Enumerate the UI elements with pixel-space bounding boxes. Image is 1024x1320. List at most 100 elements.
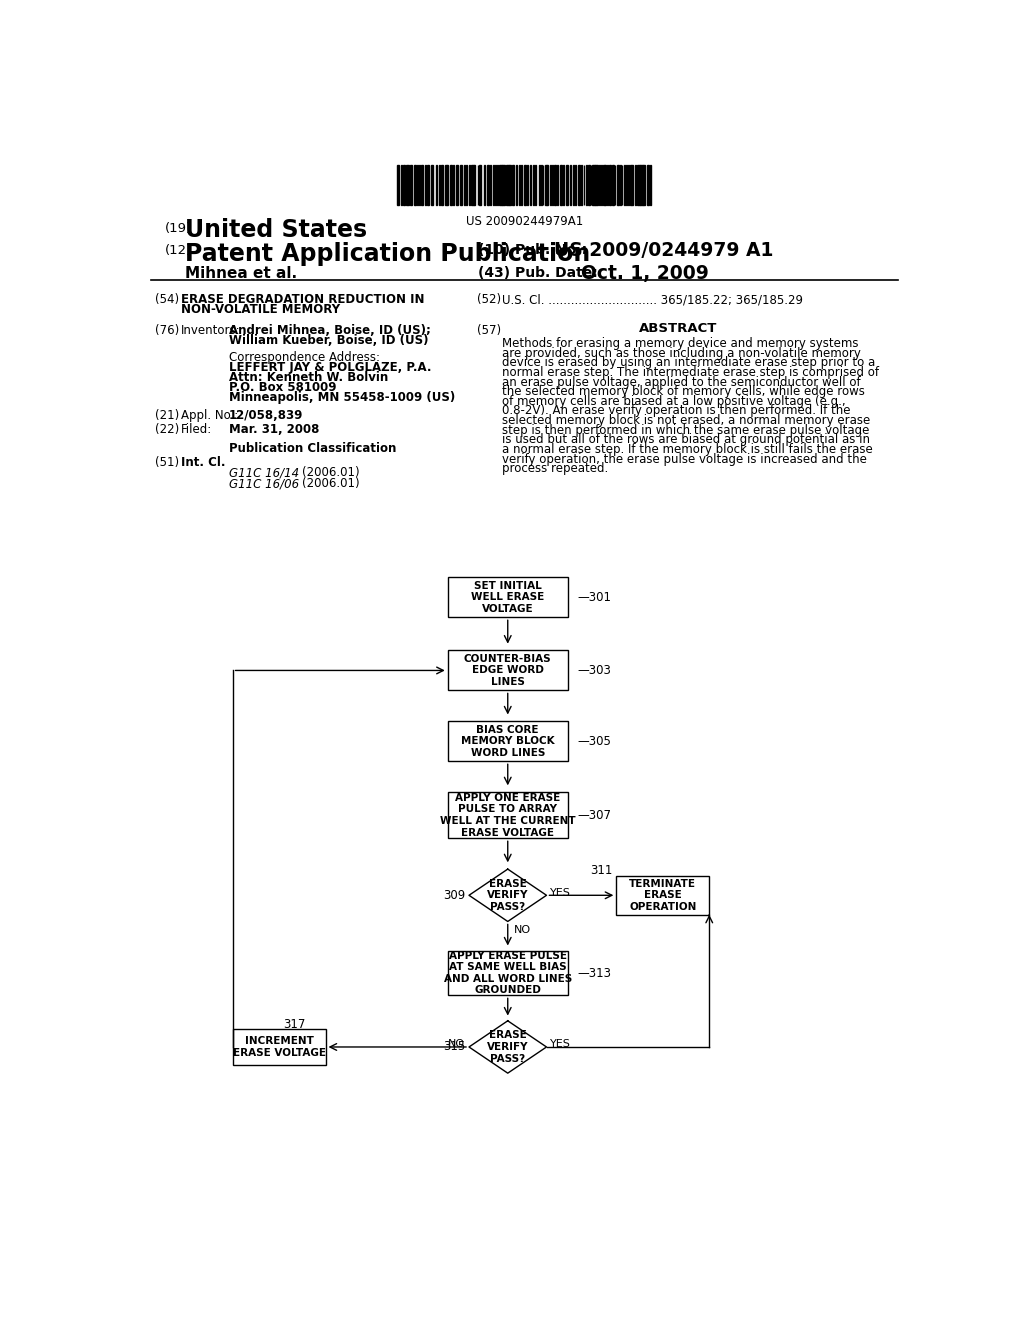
Bar <box>397 165 399 205</box>
FancyBboxPatch shape <box>616 876 710 915</box>
Bar <box>617 165 620 205</box>
Bar <box>445 165 446 205</box>
Bar <box>410 165 413 205</box>
Text: (21): (21) <box>155 409 179 422</box>
Bar <box>572 165 574 205</box>
Text: YES: YES <box>550 1039 571 1049</box>
Text: —313: —313 <box>578 966 611 979</box>
Bar <box>515 165 517 205</box>
Bar <box>486 165 489 205</box>
Bar <box>601 165 602 205</box>
Text: P.O. Box 581009: P.O. Box 581009 <box>228 381 336 393</box>
Bar <box>569 165 571 205</box>
Text: COUNTER-BIAS
EDGE WORD
LINES: COUNTER-BIAS EDGE WORD LINES <box>464 653 552 686</box>
FancyBboxPatch shape <box>447 950 568 995</box>
Text: (57): (57) <box>477 323 501 337</box>
Text: ERASE DEGRADATION REDUCTION IN: ERASE DEGRADATION REDUCTION IN <box>180 293 424 306</box>
Text: Publication Classification: Publication Classification <box>228 442 396 455</box>
Text: APPLY ERASE PULSE
AT SAME WELL BIAS
AND ALL WORD LINES
GROUNDED: APPLY ERASE PULSE AT SAME WELL BIAS AND … <box>443 950 571 995</box>
Text: 317: 317 <box>283 1019 305 1031</box>
Bar <box>503 165 505 205</box>
Text: —301: —301 <box>578 591 611 603</box>
Bar <box>588 165 590 205</box>
FancyBboxPatch shape <box>447 721 568 762</box>
Bar <box>421 165 423 205</box>
Bar <box>521 165 522 205</box>
Text: verify operation, the erase pulse voltage is increased and the: verify operation, the erase pulse voltag… <box>503 453 867 466</box>
Text: Patent Application Publication: Patent Application Publication <box>185 242 591 265</box>
Text: LEFFERT JAY & POLGLAZE, P.A.: LEFFERT JAY & POLGLAZE, P.A. <box>228 360 431 374</box>
Text: ERASE
VERIFY
PASS?: ERASE VERIFY PASS? <box>487 1031 528 1064</box>
Bar <box>414 165 416 205</box>
Bar <box>535 165 537 205</box>
Text: Andrei Mihnea, Boise, ID (US);: Andrei Mihnea, Boise, ID (US); <box>228 323 431 337</box>
Bar <box>647 165 649 205</box>
Text: 0.8-2V). An erase verify operation is then performed. If the: 0.8-2V). An erase verify operation is th… <box>503 404 851 417</box>
Bar <box>524 165 526 205</box>
Text: device is erased by using an intermediate erase step prior to a: device is erased by using an intermediat… <box>503 356 876 370</box>
Text: G11C 16/06: G11C 16/06 <box>228 478 299 490</box>
Bar <box>403 165 404 205</box>
Text: APPLY ONE ERASE
PULSE TO ARRAY
WELL AT THE CURRENT
ERASE VOLTAGE: APPLY ONE ERASE PULSE TO ARRAY WELL AT T… <box>440 793 575 838</box>
Text: normal erase step. The intermediate erase step is comprised of: normal erase step. The intermediate eras… <box>503 366 880 379</box>
Text: Mihnea et al.: Mihnea et al. <box>185 267 298 281</box>
Text: an erase pulse voltage, applied to the semiconductor well of: an erase pulse voltage, applied to the s… <box>503 376 861 388</box>
Text: INCREMENT
ERASE VOLTAGE: INCREMENT ERASE VOLTAGE <box>232 1036 326 1057</box>
Text: 311: 311 <box>590 865 612 878</box>
Text: William Kueber, Boise, ID (US): William Kueber, Boise, ID (US) <box>228 334 428 347</box>
Text: is used but all of the rows are biased at ground potential as in: is used but all of the rows are biased a… <box>503 433 870 446</box>
Text: Mar. 31, 2008: Mar. 31, 2008 <box>228 424 319 437</box>
Text: Correspondence Address:: Correspondence Address: <box>228 351 380 364</box>
Bar <box>407 165 409 205</box>
FancyBboxPatch shape <box>447 792 568 838</box>
Text: 12/058,839: 12/058,839 <box>228 409 303 422</box>
Text: US 2009/0244979 A1: US 2009/0244979 A1 <box>554 240 773 260</box>
Bar <box>612 165 614 205</box>
Bar <box>441 165 442 205</box>
Text: of memory cells are biased at a low positive voltage (e.g.,: of memory cells are biased at a low posi… <box>503 395 846 408</box>
Bar <box>495 165 496 205</box>
Bar <box>545 165 547 205</box>
Bar <box>552 165 554 205</box>
Text: YES: YES <box>550 887 571 898</box>
Text: (54): (54) <box>155 293 179 306</box>
Text: —303: —303 <box>578 664 611 677</box>
Text: Methods for erasing a memory device and memory systems: Methods for erasing a memory device and … <box>503 337 859 350</box>
Bar <box>609 165 611 205</box>
Text: NO: NO <box>449 1039 465 1049</box>
Bar <box>539 165 541 205</box>
Text: ERASE
VERIFY
PASS?: ERASE VERIFY PASS? <box>487 879 528 912</box>
Text: —307: —307 <box>578 809 611 822</box>
Text: —305: —305 <box>578 735 611 748</box>
Text: United States: United States <box>185 218 368 243</box>
Text: (51): (51) <box>155 455 179 469</box>
Bar <box>461 165 462 205</box>
Text: (12): (12) <box>165 244 193 257</box>
Bar <box>566 165 568 205</box>
Text: (2006.01): (2006.01) <box>302 478 360 490</box>
Bar <box>509 165 511 205</box>
Bar <box>554 165 556 205</box>
Text: Minneapolis, MN 55458-1009 (US): Minneapolis, MN 55458-1009 (US) <box>228 391 455 404</box>
Bar <box>630 165 633 205</box>
Text: 309: 309 <box>442 888 465 902</box>
Bar <box>578 165 580 205</box>
Bar <box>427 165 429 205</box>
FancyBboxPatch shape <box>232 1030 326 1065</box>
Text: Int. Cl.: Int. Cl. <box>180 455 225 469</box>
Text: SET INITIAL
WELL ERASE
VOLTAGE: SET INITIAL WELL ERASE VOLTAGE <box>471 581 545 614</box>
Bar <box>471 165 474 205</box>
Bar <box>500 165 502 205</box>
Text: NON-VOLATILE MEMORY: NON-VOLATILE MEMORY <box>180 304 340 317</box>
Text: a normal erase step. If the memory block is still fails the erase: a normal erase step. If the memory block… <box>503 444 873 455</box>
Text: (22): (22) <box>155 424 179 437</box>
Bar <box>456 165 458 205</box>
Text: Attn: Kenneth W. Bolvin: Attn: Kenneth W. Bolvin <box>228 371 388 384</box>
Text: selected memory block is not erased, a normal memory erase: selected memory block is not erased, a n… <box>503 414 870 428</box>
FancyBboxPatch shape <box>447 651 568 690</box>
Bar <box>560 165 562 205</box>
Bar <box>592 165 595 205</box>
Text: Inventors:: Inventors: <box>180 323 241 337</box>
Text: ABSTRACT: ABSTRACT <box>639 322 718 335</box>
Text: TERMINATE
ERASE
OPERATION: TERMINATE ERASE OPERATION <box>629 879 696 912</box>
